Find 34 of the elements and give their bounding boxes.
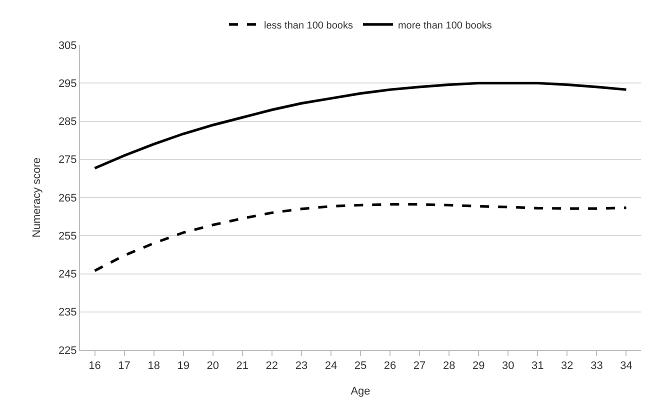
x-tick-label: 16 xyxy=(88,360,101,372)
x-tick-label: 32 xyxy=(561,360,574,372)
line-series xyxy=(93,82,628,170)
y-tick-label: 255 xyxy=(58,230,77,242)
x-tick-label: 34 xyxy=(620,360,632,372)
y-tick-label: 265 xyxy=(58,192,77,204)
x-tick-label: 26 xyxy=(384,360,396,372)
x-tick-label: 33 xyxy=(590,360,603,372)
x-tick-label: 20 xyxy=(206,360,219,372)
y-tick-label: 225 xyxy=(58,344,77,357)
x-tick-label: 28 xyxy=(442,360,456,372)
x-tick-label: 25 xyxy=(354,360,367,372)
y-tick-label: 285 xyxy=(58,116,77,128)
x-tick-label: 23 xyxy=(295,360,308,372)
x-tick-label: 18 xyxy=(148,360,160,372)
legend-label: less than 100 books xyxy=(264,20,353,32)
x-tick-label: 27 xyxy=(413,360,426,372)
x-tick-label: 29 xyxy=(472,360,485,372)
x-tick-label: 30 xyxy=(502,360,514,372)
y-tick-label: 245 xyxy=(58,268,77,281)
x-tick-label: 31 xyxy=(532,360,544,372)
y-tick-label: 275 xyxy=(58,154,77,166)
x-tick-label: 19 xyxy=(177,360,190,372)
y-tick-label: 295 xyxy=(58,78,77,90)
x-tick-label: 17 xyxy=(118,360,130,372)
y-tick-label: 305 xyxy=(58,40,77,52)
x-tick-label: 24 xyxy=(324,360,338,372)
y-tick-label: 235 xyxy=(58,306,77,319)
legend-label: more than 100 books xyxy=(398,20,492,32)
x-tick-label: 21 xyxy=(236,360,249,372)
x-axis-title: Age xyxy=(350,385,370,398)
x-tick-label: 22 xyxy=(266,360,278,372)
y-axis-title: Numeracy score xyxy=(31,157,44,238)
line-series xyxy=(93,203,628,272)
